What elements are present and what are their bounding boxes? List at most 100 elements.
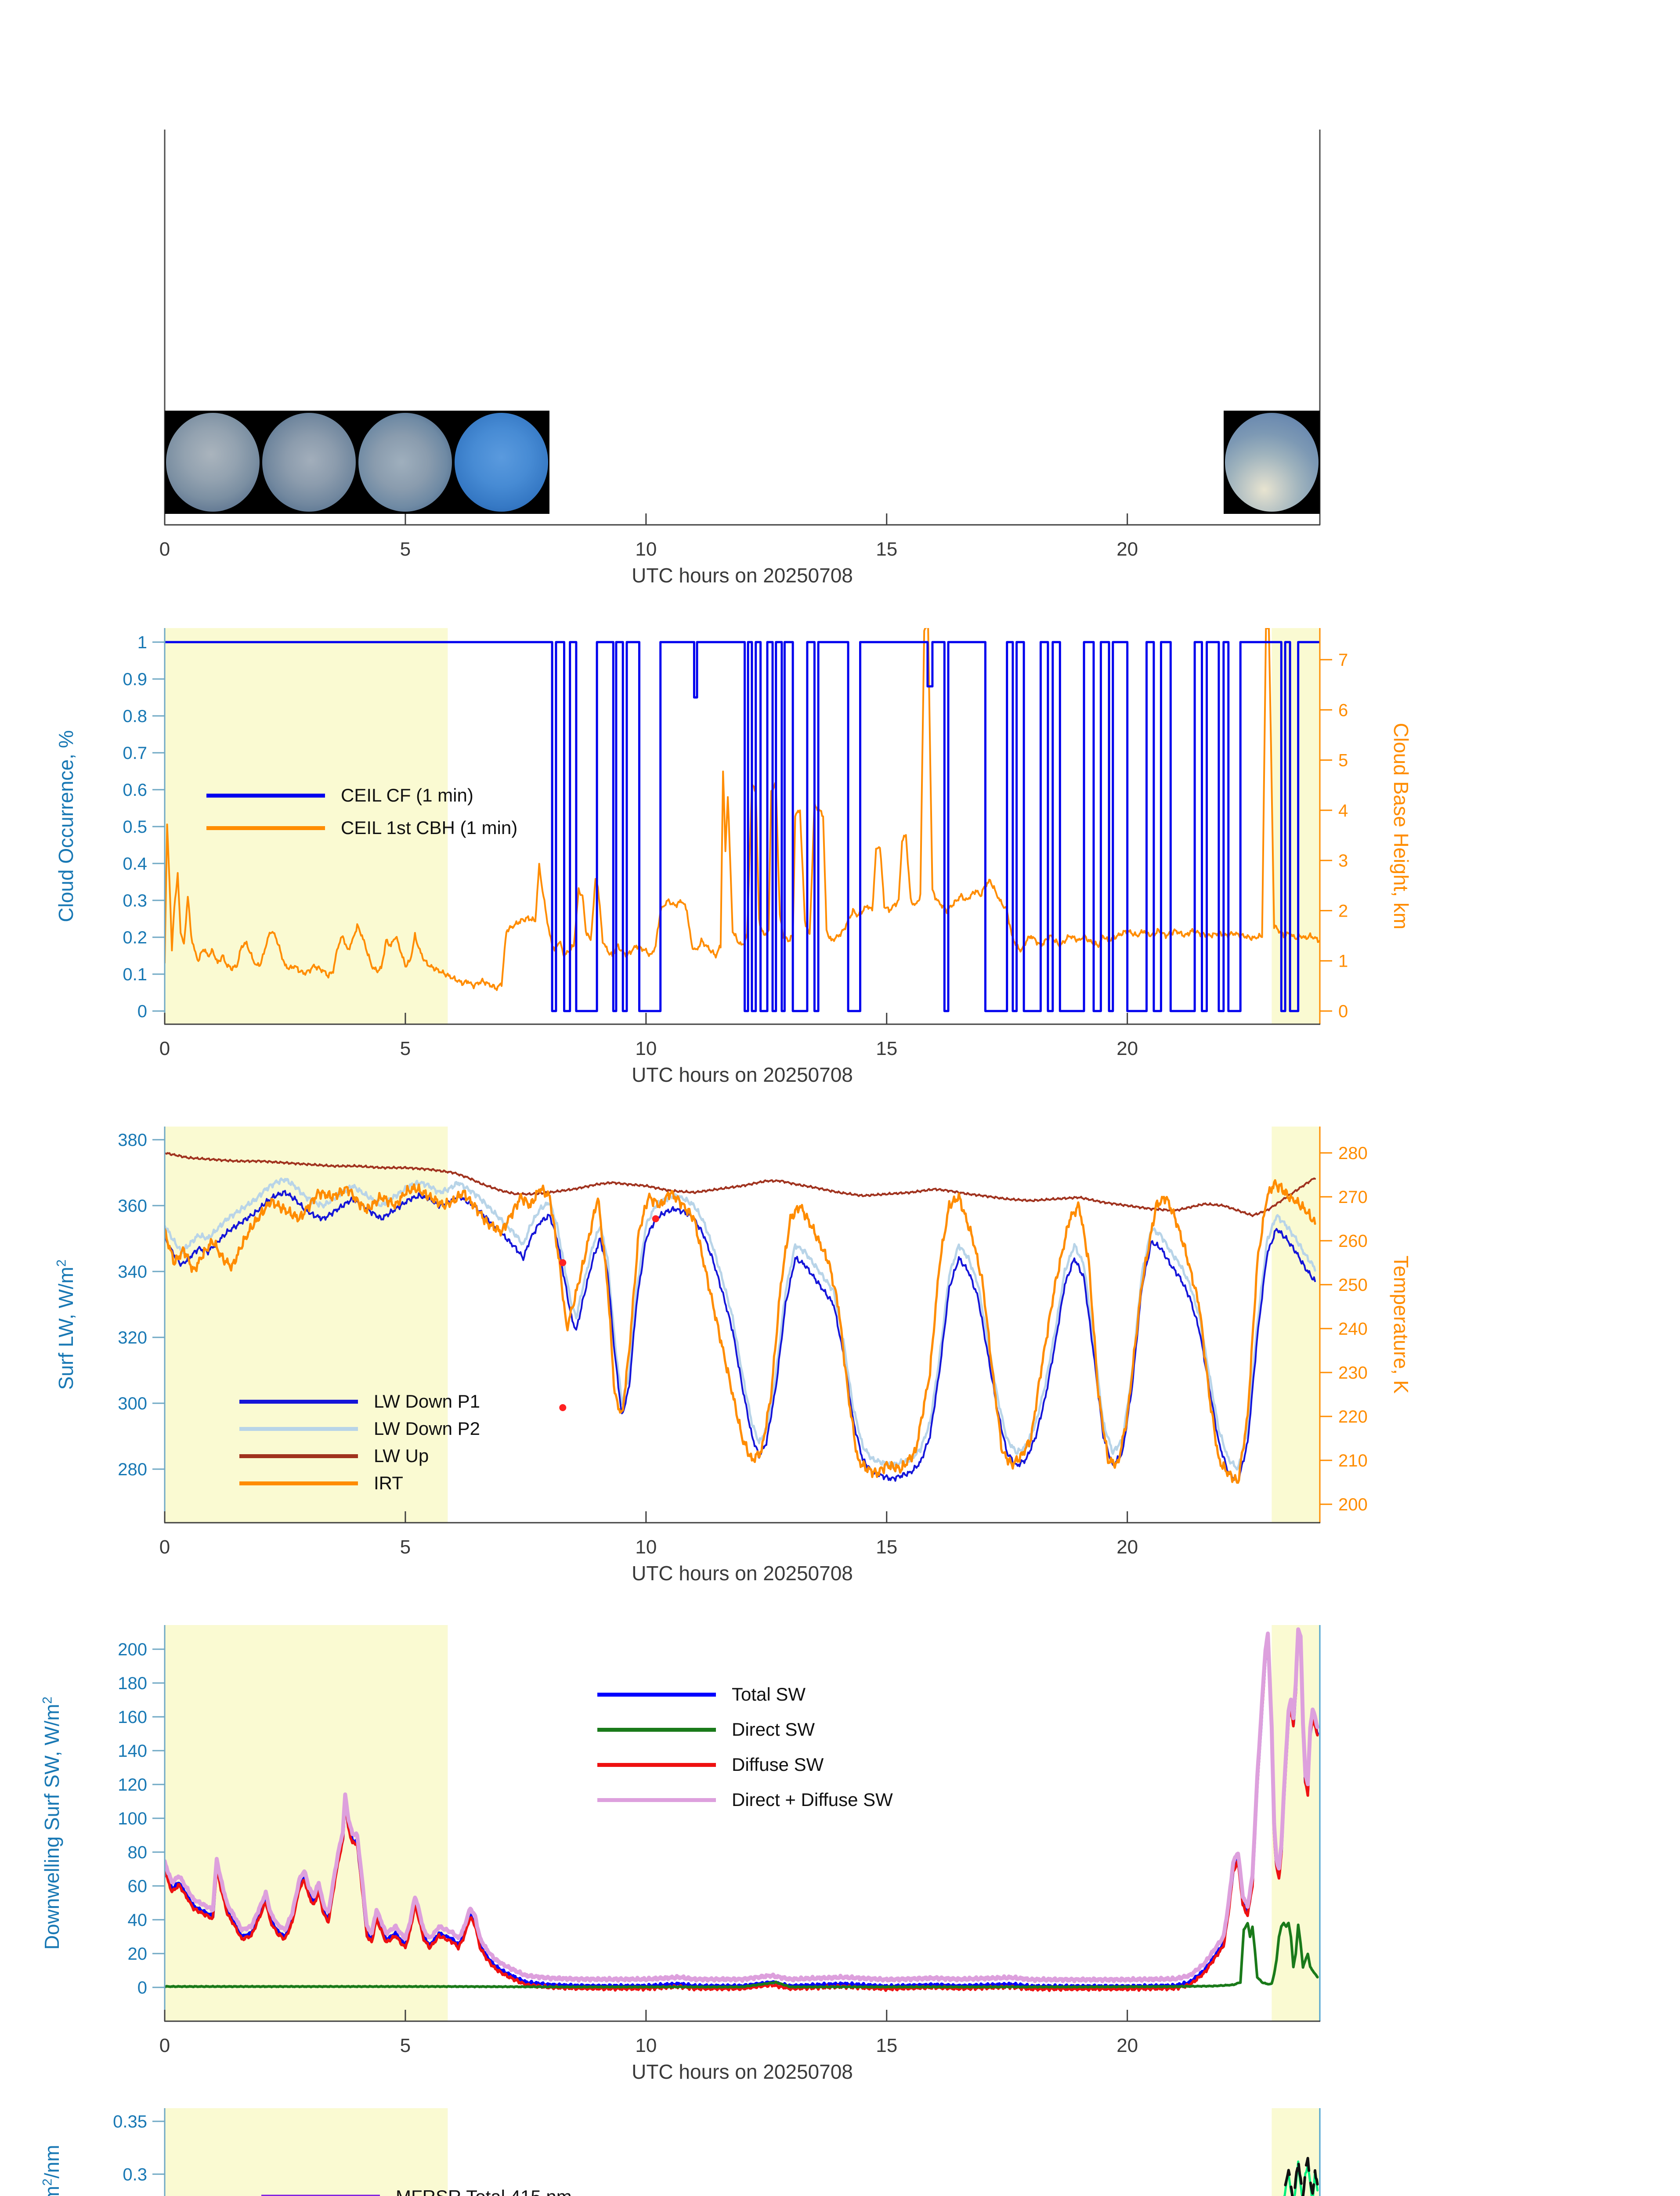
y-tick-label-left: 0.2 xyxy=(123,928,147,947)
y-tick-label-left: 0.4 xyxy=(123,854,147,874)
legend-item-direct-sw: Direct SW xyxy=(597,1712,893,1747)
y-tick-label-left: 0 xyxy=(137,1002,147,1021)
x-tick-label: 20 xyxy=(1116,1038,1138,1059)
y-tick-label-left: 320 xyxy=(118,1328,147,1347)
legend-narrowband-panel: MFRSR Total 415 nm MFRSR Total 503 nm ✖M… xyxy=(261,2179,649,2196)
qc-flag-dot xyxy=(652,1215,659,1222)
yaxis-label-cloud-occurrence: Cloud Occurrence, % xyxy=(54,730,77,922)
y-tick-label-left: 100 xyxy=(118,1809,147,1828)
x-tick-label: 5 xyxy=(400,1038,411,1059)
y-tick-label-right: 7 xyxy=(1338,650,1348,670)
y-tick-label-left: 0.1 xyxy=(123,965,147,984)
y-tick-label-left: 0.7 xyxy=(123,744,147,763)
y-tick-label-left: 360 xyxy=(118,1196,147,1216)
y-tick-label-left: 0.8 xyxy=(123,707,147,726)
legend-line-sample xyxy=(239,1399,358,1404)
legend-cloud-panel: CEIL CF (1 min) CEIL 1st CBH (1 min) xyxy=(206,779,517,844)
series-mfrsr-direct-plus-diffuse-503 xyxy=(1282,2156,1319,2196)
legend-line-sample xyxy=(206,826,325,830)
legend-item-lw-up: LW Up xyxy=(239,1442,480,1470)
fisheye-sky-photo-icon xyxy=(455,413,548,512)
legend-line-sample xyxy=(239,1454,358,1458)
yaxis-label-temperature: Temperature, K xyxy=(1390,1255,1413,1394)
twilight-band xyxy=(1272,628,1320,1024)
x-tick-label: 5 xyxy=(400,1536,411,1558)
panel-sky-camera-strip: 0 5 10 15 20 xyxy=(159,130,1321,560)
y-tick-label-left: 60 xyxy=(128,1877,148,1896)
qc-flag-dot xyxy=(559,1259,567,1266)
y-tick-label-left: 200 xyxy=(118,1640,147,1659)
y-tick-label-right: 1 xyxy=(1338,952,1348,971)
x-tick-label: 5 xyxy=(400,538,411,560)
yaxis-label-downwelling-narrowband: Downwelling Narrowband, W/m2/nm xyxy=(40,2145,63,2196)
xaxis-label-panel2: UTC hours on 20250708 xyxy=(632,1063,853,1086)
y-tick-label-left: 0 xyxy=(137,1978,147,1997)
y-tick-label-right: 200 xyxy=(1338,1495,1368,1514)
twilight-band xyxy=(1272,1127,1320,1523)
x-tick-label: 15 xyxy=(876,1038,897,1059)
x-tick-label: 10 xyxy=(635,1536,657,1558)
sky-camera-image-1 xyxy=(165,411,261,514)
y-tick-label-right: 6 xyxy=(1338,701,1348,720)
legend-item-lw-down-p2: LW Down P2 xyxy=(239,1415,480,1442)
legend-line-sample xyxy=(597,1763,716,1767)
y-tick-label-right: 270 xyxy=(1338,1188,1368,1207)
legend-item-ceil-cbh: CEIL 1st CBH (1 min) xyxy=(206,812,517,844)
y-tick-label-left: 20 xyxy=(128,1944,148,1964)
legend-line-sample xyxy=(261,2195,380,2196)
fisheye-sky-photo-icon xyxy=(358,413,452,512)
y-tick-label-right: 5 xyxy=(1338,751,1348,770)
x-tick-label: 20 xyxy=(1116,1536,1138,1558)
y-tick-label-left: 0.6 xyxy=(123,780,147,800)
y-tick-label-right: 230 xyxy=(1338,1363,1368,1383)
legend-line-sample xyxy=(597,1692,716,1697)
x-tick-label: 0 xyxy=(159,1536,170,1558)
y-tick-label-left: 0.9 xyxy=(123,670,147,689)
y-tick-label-left: 160 xyxy=(118,1708,147,1727)
y-tick-label-right: 240 xyxy=(1338,1319,1368,1339)
legend-line-sample xyxy=(239,1427,358,1431)
sky-camera-image-3 xyxy=(357,411,453,514)
yaxis-label-cloud-base-height: Cloud Base Height, km xyxy=(1390,722,1413,930)
twilight-band xyxy=(165,2108,448,2196)
y-tick-label-left: 140 xyxy=(118,1741,147,1761)
legend-item-mfrsr-total-415: MFRSR Total 415 nm xyxy=(261,2179,649,2196)
sky-camera-image-2 xyxy=(261,411,357,514)
fisheye-sky-photo-icon xyxy=(262,413,356,512)
x-tick-label: 20 xyxy=(1116,2035,1138,2056)
y-tick-label-right: 3 xyxy=(1338,851,1348,870)
y-tick-label-left: 1 xyxy=(137,633,147,652)
x-tick-label: 10 xyxy=(635,538,657,560)
yaxis-label-surf-lw: Surf LW, W/m2 xyxy=(54,1259,77,1390)
x-tick-label: 10 xyxy=(635,2035,657,2056)
x-tick-label: 10 xyxy=(635,1038,657,1059)
series-lw-up xyxy=(165,1152,1316,1217)
y-tick-label-right: 4 xyxy=(1338,801,1348,820)
series-lw-down-p1 xyxy=(165,1190,1316,1484)
legend-line-sample xyxy=(597,1727,716,1732)
series-ceil-1st-cbh xyxy=(165,628,1319,991)
legend-item-total-sw: Total SW xyxy=(597,1677,893,1712)
qc-flag-dot xyxy=(559,1404,567,1411)
yaxis-label-downwelling-sw: Downwelling Surf SW, W/m2 xyxy=(40,1696,63,1950)
y-tick-label-left: 0.3 xyxy=(123,2165,147,2184)
x-tick-label: 15 xyxy=(876,1536,897,1558)
y-tick-label-left: 280 xyxy=(118,1460,147,1479)
xaxis-label-panel3: UTC hours on 20250708 xyxy=(632,1562,853,1585)
x-tick-label: 0 xyxy=(159,2035,170,2056)
series-direct-plus-diffuse-sw xyxy=(165,1627,1319,1983)
x-tick-label: 15 xyxy=(876,538,897,560)
x-tick-label: 20 xyxy=(1116,538,1138,560)
y-tick-label-right: 210 xyxy=(1338,1451,1368,1470)
x-tick-label: 15 xyxy=(876,2035,897,2056)
legend-item-lw-down-p1: LW Down P1 xyxy=(239,1388,480,1415)
series-irt xyxy=(165,1179,1316,1484)
xaxis-label-panel1: UTC hours on 20250708 xyxy=(632,564,853,587)
y-tick-label-left: 120 xyxy=(118,1775,147,1795)
sky-camera-image-4 xyxy=(453,411,549,514)
y-tick-label-right: 220 xyxy=(1338,1407,1368,1427)
x-tick-label: 5 xyxy=(400,2035,411,2056)
x-tick-label: 0 xyxy=(159,1038,170,1059)
